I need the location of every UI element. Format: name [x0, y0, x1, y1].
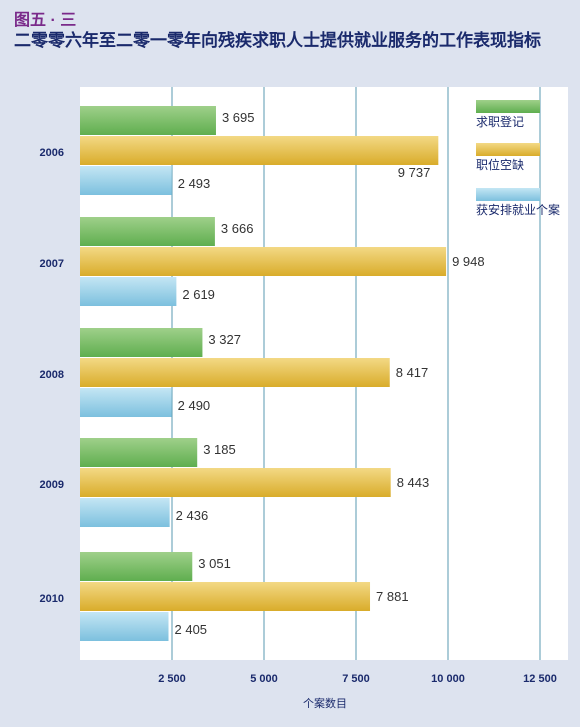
legend-swatch: [476, 143, 540, 156]
y-tick-label: 2010: [40, 593, 64, 605]
data-label: 9 948: [452, 254, 485, 269]
legend-swatch: [476, 100, 540, 113]
data-label: 7 881: [376, 589, 409, 604]
legend-label: 职位空缺: [476, 157, 524, 172]
bar-职位空缺-2007: [80, 247, 447, 276]
x-tick-label: 2 500: [158, 673, 186, 685]
x-tick-label: 7 500: [342, 673, 370, 685]
bar-求职登记-2010: [80, 552, 193, 581]
bar-求职登记-2008: [80, 328, 203, 357]
data-label: 2 490: [178, 398, 211, 413]
data-label: 8 443: [397, 475, 430, 490]
legend-label: 求职登记: [476, 114, 524, 129]
y-tick-label: 2008: [40, 369, 64, 381]
y-tick-label: 2009: [40, 479, 64, 491]
x-tick-label: 12 500: [523, 673, 557, 685]
bar-获安排就业个案-2007: [80, 277, 177, 306]
data-label: 3 327: [208, 332, 241, 347]
data-label: 9 737: [398, 165, 431, 180]
bar-获安排就业个案-2008: [80, 388, 172, 417]
data-label: 8 417: [396, 365, 429, 380]
x-axis-label: 个案数目: [303, 696, 347, 710]
x-tick-label: 10 000: [431, 673, 465, 685]
legend-label: 获安排就业个案: [476, 202, 560, 217]
bar-获安排就业个案-2010: [80, 612, 169, 641]
bar-求职登记-2006: [80, 106, 216, 135]
y-tick-label: 2007: [40, 258, 64, 270]
data-label: 3 695: [222, 110, 255, 125]
chart-title: 二零零六年至二零一零年向残疾求职人士提供就业服务的工作表现指标: [14, 31, 541, 50]
data-label: 2 493: [178, 176, 211, 191]
data-label: 3 666: [221, 221, 254, 236]
y-tick-label: 2006: [40, 147, 64, 159]
bar-职位空缺-2010: [80, 582, 371, 611]
bar-职位空缺-2006: [80, 136, 439, 165]
x-tick-label: 5 000: [250, 673, 278, 685]
legend-swatch: [476, 188, 540, 201]
bar-职位空缺-2009: [80, 468, 391, 497]
bar-获安排就业个案-2009: [80, 498, 170, 527]
data-label: 2 619: [182, 287, 215, 302]
data-label: 3 185: [203, 442, 236, 457]
data-label: 2 405: [175, 622, 208, 637]
data-label: 3 051: [198, 556, 231, 571]
figure-label: 图五 · 三: [14, 12, 77, 29]
bar-求职登记-2009: [80, 438, 198, 467]
data-label: 2 436: [176, 508, 209, 523]
bar-职位空缺-2008: [80, 358, 390, 387]
bar-获安排就业个案-2006: [80, 166, 172, 195]
bar-求职登记-2007: [80, 217, 215, 246]
